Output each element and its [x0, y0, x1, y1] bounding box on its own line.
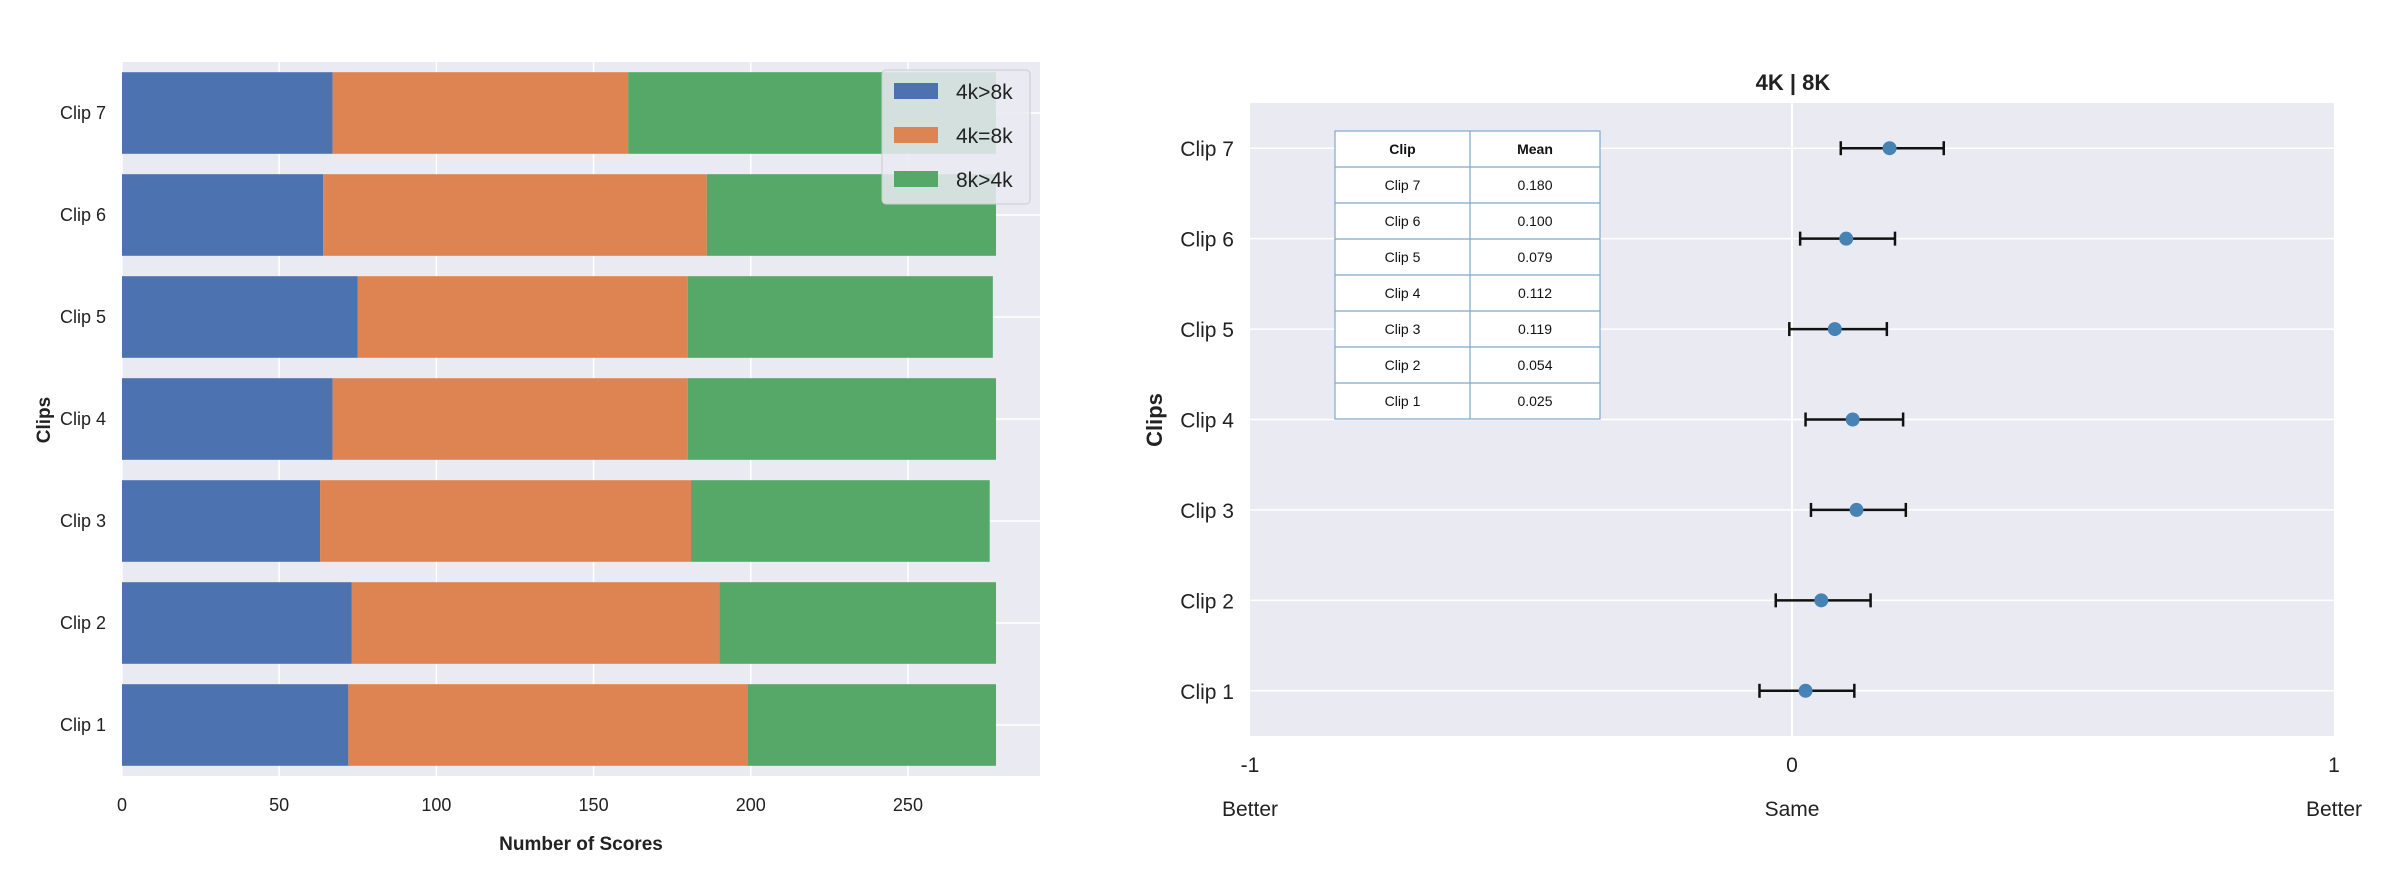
- right-y-tick-clip-3: Clip 3: [1180, 500, 1234, 523]
- left-y-axis-title: Clips: [34, 397, 55, 443]
- right-y-tick-clip-5: Clip 5: [1180, 319, 1234, 342]
- right-y-tick-clip-1: Clip 1: [1180, 681, 1234, 704]
- table-cell-clip-7-clip: Clip 7: [1385, 177, 1421, 193]
- mean-point-clip-6: [1839, 231, 1854, 246]
- bar-clip-4-8k-4k: [687, 378, 996, 460]
- legend-label-8k-gt-4k: 8k>4k: [956, 169, 1013, 192]
- right-points: [1758, 141, 1946, 698]
- mean-point-clip-5: [1827, 322, 1842, 337]
- table-header-clip: Clip: [1389, 141, 1415, 157]
- legend-label-4k-eq-8k: 4k=8k: [956, 125, 1013, 148]
- right-x-below-0: Better: [1222, 798, 1278, 821]
- table-cell-clip-4-mean: 0.112: [1518, 285, 1552, 301]
- bar-clip-6-4k-8k: [122, 174, 324, 256]
- left-y-tick-clip-5: Clip 5: [60, 307, 106, 327]
- bar-clip-3-4k-8k: [122, 480, 321, 562]
- mean-point-clip-3: [1849, 502, 1864, 517]
- left-chart: Clip 1 Clip 2 Clip 3 Clip 4 Clip 5 Clip 6 Clip…: [34, 62, 1040, 855]
- bar-clip-1-4k-8k: [122, 684, 349, 766]
- right-x-tick-2: 1: [2328, 754, 2340, 777]
- bar-clip-4-4k-8k: [332, 378, 688, 460]
- right-y-tick-clip-2: Clip 2: [1180, 590, 1234, 613]
- bar-clip-2-4k-8k: [122, 582, 352, 664]
- table-cell-clip-1-mean: 0.025: [1517, 393, 1552, 409]
- right-y-axis-title: Clips: [1142, 393, 1167, 447]
- bar-clip-3-4k-8k: [320, 480, 692, 562]
- right-x-tick-labels: -1 0 1: [1241, 754, 2340, 777]
- bar-clip-7-4k-8k: [332, 72, 629, 154]
- left-y-tick-clip-6: Clip 6: [60, 205, 106, 225]
- table-cell-clip-2-mean: 0.054: [1517, 357, 1552, 373]
- right-y-tick-clip-4: Clip 4: [1180, 410, 1234, 433]
- left-x-tick-200: 200: [736, 795, 766, 815]
- table-cell-clip-6-clip: Clip 6: [1385, 213, 1421, 229]
- left-x-tick-50: 50: [269, 795, 289, 815]
- table-cell-clip-3-mean: 0.119: [1518, 321, 1552, 337]
- table-cell-clip-3-clip: Clip 3: [1385, 321, 1421, 337]
- left-y-tick-clip-4: Clip 4: [60, 409, 106, 429]
- left-legend: 4k>8k 4k=8k 8k>4k: [881, 69, 1031, 205]
- legend-box: [881, 69, 1031, 205]
- right-x-below-labels: Better Same Better: [1222, 798, 2362, 821]
- table-cell-clip-2-clip: Clip 2: [1385, 357, 1421, 373]
- means-table: Clip Mean Clip 7 0.180 Clip 6 0.100 Clip 5 0.07…: [1334, 130, 1601, 420]
- bar-clip-1-4k-8k: [348, 684, 748, 766]
- left-y-tick-clip-7: Clip 7: [60, 103, 106, 123]
- left-x-tick-250: 250: [893, 795, 923, 815]
- right-x-below-2: Better: [2306, 798, 2362, 821]
- right-y-tick-labels: Clip 1 Clip 2 Clip 3 Clip 4 Clip 5 Clip 6 Clip…: [1180, 138, 1234, 704]
- right-x-below-1: Same: [1765, 798, 1820, 821]
- left-y-tick-labels: Clip 1 Clip 2 Clip 3 Clip 4 Clip 5 Clip 6 Clip…: [60, 103, 106, 735]
- left-x-tick-0: 0: [117, 795, 127, 815]
- right-x-tick-1: 0: [1786, 754, 1798, 777]
- table-cell-clip-1-clip: Clip 1: [1385, 393, 1421, 409]
- legend-swatch-4k-eq-8k: [894, 127, 938, 143]
- mean-point-clip-7: [1882, 141, 1897, 156]
- table-cell-clip-4-clip: Clip 4: [1385, 285, 1421, 301]
- legend-swatch-8k-gt-4k: [894, 171, 938, 187]
- table-cell-clip-7-mean: 0.180: [1517, 177, 1552, 193]
- left-x-tick-labels: 0 50 100 150 200 250: [117, 795, 923, 815]
- left-bars: [122, 72, 996, 766]
- bar-clip-2-4k-8k: [351, 582, 720, 664]
- bar-clip-4-4k-8k: [122, 378, 333, 460]
- bar-clip-5-4k-8k: [357, 276, 688, 358]
- left-y-tick-clip-1: Clip 1: [60, 715, 106, 735]
- table-cell-clip-5-clip: Clip 5: [1385, 249, 1421, 265]
- bar-clip-6-4k-8k: [323, 174, 707, 256]
- bar-clip-5-4k-8k: [122, 276, 358, 358]
- table-cell-clip-5-mean: 0.079: [1517, 249, 1552, 265]
- mean-point-clip-4: [1845, 412, 1860, 427]
- table-header-mean: Mean: [1517, 141, 1553, 157]
- left-y-tick-clip-3: Clip 3: [60, 511, 106, 531]
- bar-clip-3-8k-4k: [691, 480, 990, 562]
- left-x-axis-title: Number of Scores: [499, 834, 663, 855]
- bar-clip-7-4k-8k: [122, 72, 333, 154]
- left-x-tick-100: 100: [421, 795, 451, 815]
- table-cell-clip-6-mean: 0.100: [1517, 213, 1552, 229]
- legend-label-4k-gt-8k: 4k>8k: [956, 81, 1013, 104]
- mean-point-clip-2: [1814, 593, 1829, 608]
- bar-clip-2-8k-4k: [719, 582, 996, 664]
- left-x-tick-150: 150: [579, 795, 609, 815]
- right-y-tick-clip-7: Clip 7: [1180, 138, 1234, 161]
- right-x-tick-0: -1: [1241, 754, 1260, 777]
- right-y-tick-clip-6: Clip 6: [1180, 229, 1234, 252]
- bar-clip-1-8k-4k: [747, 684, 996, 766]
- mean-point-clip-1: [1798, 683, 1813, 698]
- right-chart-title: 4K | 8K: [1756, 70, 1831, 95]
- bar-clip-5-8k-4k: [687, 276, 993, 358]
- legend-swatch-4k-gt-8k: [894, 83, 938, 99]
- left-y-tick-clip-2: Clip 2: [60, 613, 106, 633]
